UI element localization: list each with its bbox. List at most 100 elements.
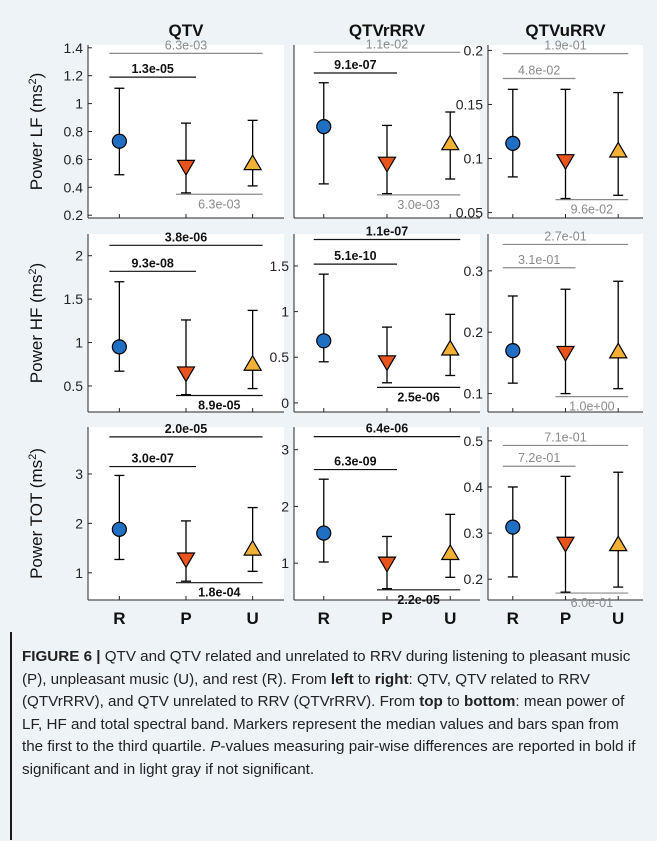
caption-text-part: : mean power of LF, HF and total spectra… — [22, 693, 625, 755]
pvalue-label: 7.1e-01 — [544, 430, 586, 444]
y-tick-label: 1 — [75, 96, 83, 112]
ylabel-suffix: ) — [27, 448, 46, 454]
marker-P — [377, 156, 397, 173]
column-title: QTVrRRV — [349, 21, 426, 40]
marker-R — [316, 525, 332, 541]
caption-text-part: to — [353, 670, 375, 688]
x-category-label: R — [113, 609, 125, 628]
pvalue-label: 6.4e-06 — [366, 422, 408, 436]
column-title: QTV — [169, 21, 205, 40]
marker-R — [505, 343, 521, 359]
y-tick-label: 0.1 — [464, 151, 484, 167]
y-tick-label: 1 — [75, 565, 83, 581]
ylabel-suffix: ) — [27, 73, 46, 79]
pvalue-label: 6.3e-09 — [334, 455, 376, 469]
pvalue-label: 9.3e-08 — [131, 256, 173, 270]
pvalue-label: 6.0e-01 — [571, 596, 613, 610]
y-tick-label: 0.2 — [64, 207, 84, 223]
pvalue-label: 2.2e-05 — [397, 593, 439, 607]
caption-bar — [10, 632, 12, 840]
caption-text-part: left — [330, 670, 354, 688]
panel-r0-c1: 9.1e-07 1.1e-02 3.0e-03 — [293, 37, 480, 219]
pvalue-label: 1.1e-07 — [366, 224, 408, 238]
marker-U — [243, 354, 263, 371]
figure-caption: FIGURE 6 | QTV and QTV related and unrel… — [22, 646, 644, 781]
pvalue-label: 3.0e-07 — [131, 452, 173, 466]
caption-text-part: bottom — [463, 693, 516, 710]
pvalue-label: 1.9e-01 — [544, 39, 586, 53]
marker-P — [176, 552, 196, 569]
pvalue-label: 3.8e-06 — [165, 230, 207, 244]
pvalue-label: 2.0e-05 — [165, 422, 207, 436]
marker-U — [440, 543, 460, 561]
marker-P — [176, 159, 196, 177]
pvalue-label: 1.3e-05 — [131, 62, 173, 76]
y-tick-label: 0.4 — [464, 479, 484, 495]
pvalue-label: 1.1e-02 — [366, 37, 408, 51]
ylabel-superscript: 2 — [27, 268, 39, 274]
marker-P — [176, 366, 196, 383]
y-tick-label: 1.4 — [64, 40, 84, 56]
y-tick-label: 0.5 — [64, 378, 84, 394]
ylabel-superscript: 2 — [27, 454, 39, 460]
y-tick-label: 0.8 — [64, 124, 84, 140]
pvalue-label: 4.8e-02 — [518, 64, 560, 78]
y-tick-label: 0.5 — [270, 349, 290, 365]
panel-r2-c0: 1 2 3 3.0e-07 2.0e-05 1.8e-04 R P U — [75, 422, 284, 628]
y-tick-label: 2 — [75, 515, 83, 531]
caption-text-part: to — [442, 693, 464, 710]
marker-U — [440, 339, 460, 356]
y-tick-label: 0.5 — [464, 433, 484, 449]
column-title: QTVuRRV — [525, 21, 606, 40]
marker-R — [111, 133, 127, 149]
y-tick-label: 0.3 — [464, 525, 484, 541]
marker-U — [243, 539, 263, 556]
x-category-label: P — [381, 609, 392, 628]
panel-r2-c1: 1 2 3 6.3e-09 6.4e-06 2.2e-05 R P U — [281, 422, 480, 628]
marker-U — [243, 153, 263, 171]
panel-r1-c1: 0 0.5 1 1.5 5.1e-10 1.1e-07 2.5e-06 — [270, 224, 480, 413]
panel-r2-c2: 0.2 0.3 0.4 0.5 7.2e-01 7.1e-01 6.0e-01 R P U — [464, 427, 643, 628]
y-tick-label: 0.1 — [464, 386, 484, 402]
marker-P — [555, 536, 576, 553]
pvalue-label: 2.5e-06 — [397, 390, 439, 404]
pvalue-label: 2.7e-01 — [544, 229, 586, 243]
y-tick-label: 0.4 — [64, 179, 84, 195]
pvalue-label: 1.8e-04 — [198, 586, 240, 600]
row-ylabel: Power TOT (ms2) — [27, 448, 46, 579]
pvalue-label: 3.1e-01 — [518, 253, 560, 267]
panel-r1-c2: 0.1 0.2 0.3 3.1e-01 2.7e-01 1.0e+00 — [464, 229, 643, 414]
panel-background — [294, 234, 480, 412]
pvalue-label: 8.9e-05 — [198, 399, 240, 413]
y-tick-label: 1.5 — [270, 258, 290, 274]
y-tick-label: 0.15 — [456, 96, 483, 112]
ylabel-superscript: 2 — [27, 78, 39, 84]
y-tick-label: 0 — [281, 395, 289, 411]
y-tick-label: 0.6 — [64, 151, 84, 167]
marker-P — [555, 154, 576, 171]
x-category-label: P — [180, 609, 191, 628]
caption-text-part: : QTV, QTV related to RRV (QTVrRRV), and… — [22, 670, 591, 711]
pvalue-label: 3.0e-03 — [397, 198, 439, 212]
marker-R — [316, 333, 332, 349]
pvalue-label: 6.3e-03 — [198, 197, 240, 211]
marker-R — [505, 135, 521, 151]
row-ylabel: Power LF (ms2) — [27, 73, 46, 191]
caption-text-part: top — [419, 693, 443, 710]
caption-text-part: P — [210, 738, 221, 755]
panel-r0-c2: 0.05 0.1 0.15 0.2 4.8e-02 1.9e-01 9.6e-02 — [456, 39, 643, 221]
marker-U — [608, 534, 628, 552]
y-tick-label: 0.3 — [464, 263, 484, 279]
y-tick-label: 3 — [75, 466, 83, 482]
marker-R — [111, 339, 127, 355]
marker-R — [505, 519, 521, 535]
y-tick-label: 0.2 — [464, 571, 484, 587]
marker-P — [377, 355, 397, 372]
x-category-label: P — [560, 609, 571, 628]
y-tick-label: 2 — [75, 248, 83, 264]
y-tick-label: 0.2 — [464, 42, 484, 58]
x-category-label: R — [507, 609, 519, 628]
caption-label: FIGURE 6 | — [22, 648, 101, 665]
marker-P — [377, 556, 397, 573]
pvalue-label: 6.3e-03 — [165, 38, 207, 52]
